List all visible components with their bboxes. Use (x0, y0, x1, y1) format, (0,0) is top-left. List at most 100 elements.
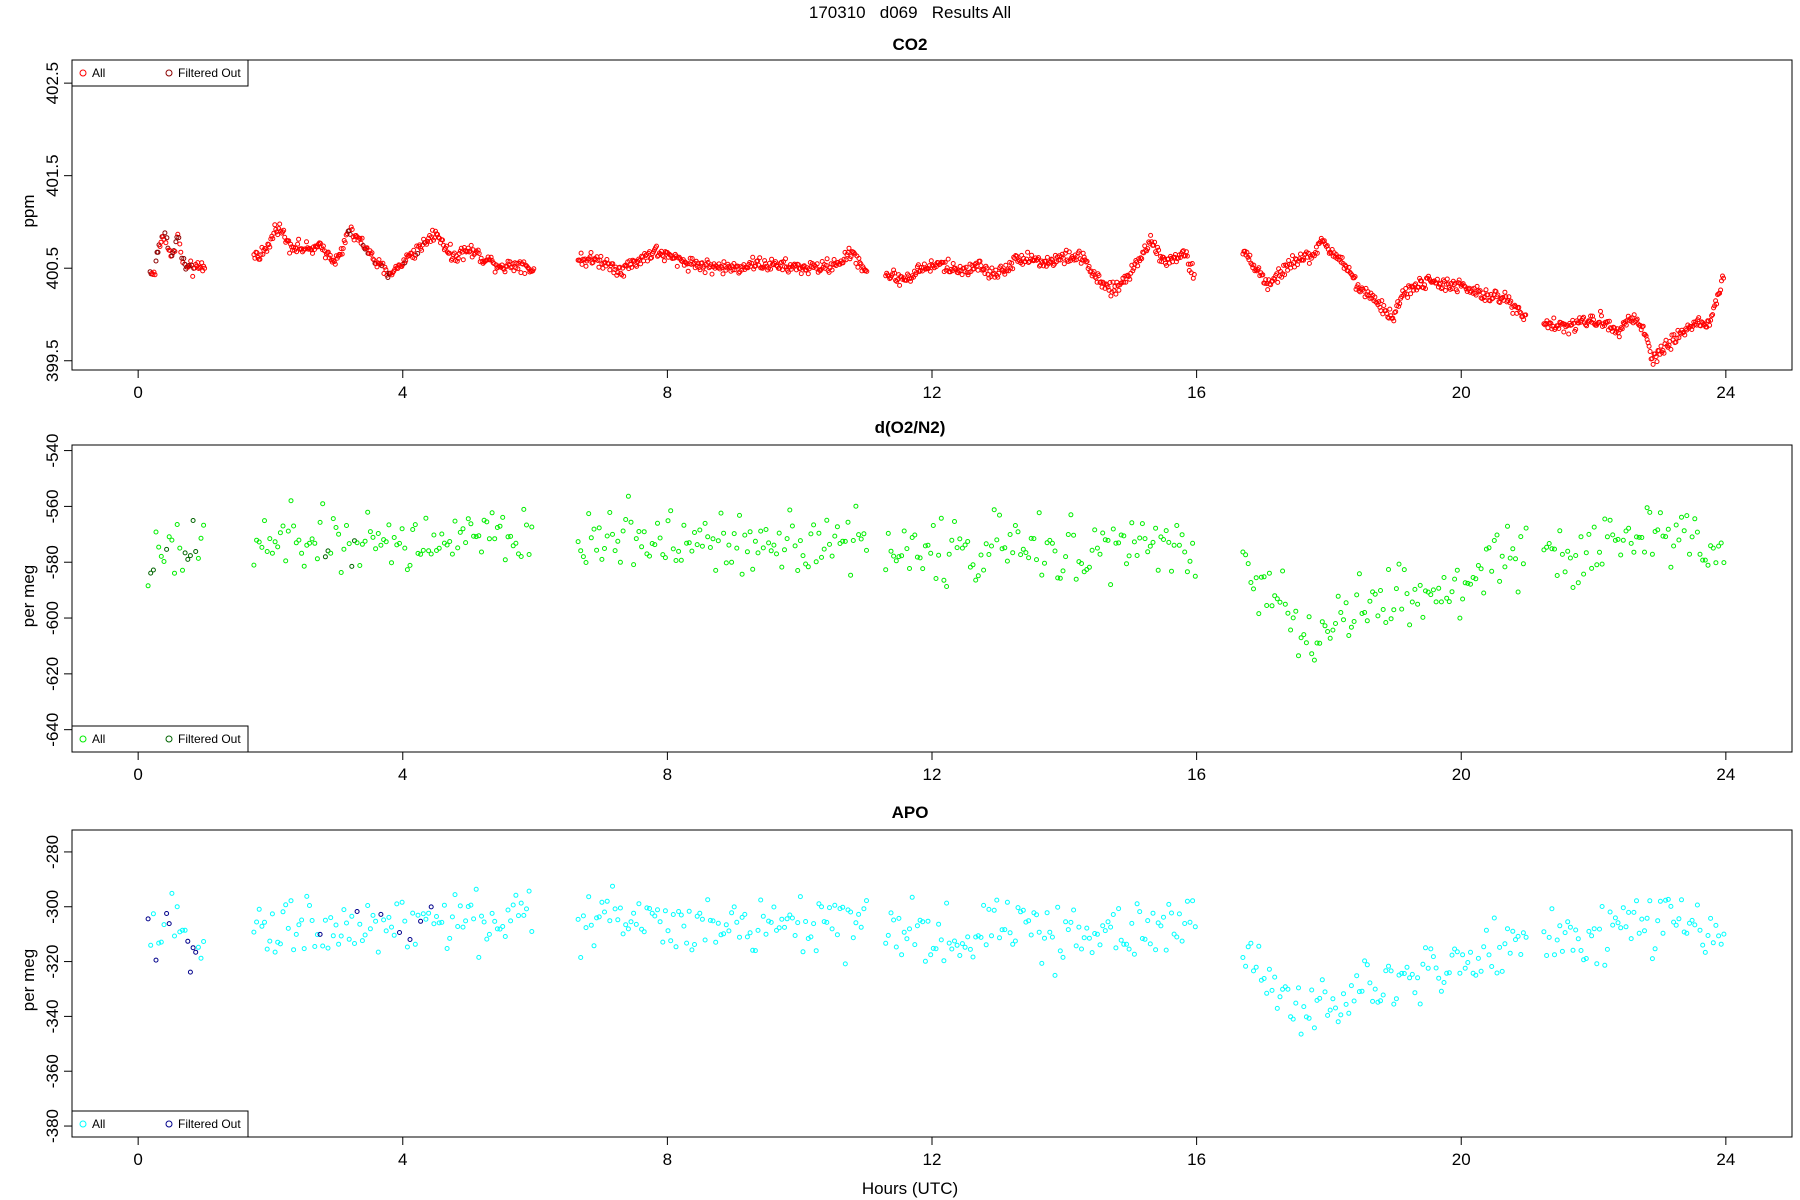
co2-data-point (1611, 325, 1617, 331)
o2n2-data-point (346, 541, 352, 547)
co2-data-point (1502, 289, 1508, 295)
o2n2-data-point (997, 512, 1002, 518)
apo-data-point (1190, 898, 1196, 904)
o2n2-data-point (1285, 610, 1291, 616)
o2n2-data-point (1071, 532, 1077, 538)
co2-data-point (1290, 253, 1295, 259)
apo-data-point (1639, 916, 1645, 922)
apo-data-point (293, 931, 299, 937)
co2-data-point (1423, 286, 1428, 292)
o2n2-data-point (1102, 537, 1108, 543)
o2n2-data-point (1010, 550, 1016, 556)
apo-data-point (1356, 989, 1362, 995)
o2n2-data-point (1505, 523, 1510, 529)
apo-data-point (1298, 1031, 1304, 1037)
co2-data-point (1508, 298, 1514, 304)
o2n2-data-point (1105, 537, 1111, 543)
o2n2-data-point (742, 532, 748, 538)
co2-y-axis-label: ppm (19, 194, 38, 227)
co2-data-point (1377, 304, 1383, 310)
co2-data-point (349, 227, 355, 232)
co2-data-point (855, 264, 861, 270)
co2-data-point (296, 236, 302, 242)
o2n2-data-point (166, 534, 172, 540)
apo-data-point (404, 944, 410, 950)
apo-data-point (1097, 942, 1103, 948)
co2-y-tick-label: 401.5 (43, 154, 62, 197)
apo-data-point (771, 904, 777, 910)
apo-data-point (150, 911, 156, 917)
o2n2-data-point (1370, 589, 1376, 595)
apo-data-point (713, 939, 719, 945)
apo-data-point (1486, 952, 1492, 958)
apo-legend-label: Filtered Out (178, 1117, 241, 1131)
o2n2-data-point (272, 539, 278, 545)
o2n2-data-point (505, 534, 511, 540)
o2n2-data-point (1562, 569, 1568, 575)
o2n2-data-point (333, 525, 339, 530)
o2n2-data-point (907, 566, 912, 571)
apo-data-point (1615, 920, 1621, 926)
o2n2-data-point (1620, 537, 1626, 543)
apo-data-point (1649, 956, 1655, 962)
co2-data-point (1256, 265, 1262, 271)
apo-data-point (1497, 944, 1503, 950)
o2n2-data-point (359, 541, 365, 547)
apo-data-point (410, 910, 416, 916)
o2n2-data-point (1657, 510, 1663, 516)
apo-data-point (174, 904, 180, 910)
o2n2-data-point (1489, 568, 1495, 574)
o2n2-data-point (1499, 553, 1505, 559)
apo-data-point (899, 952, 905, 958)
co2-data-point (1661, 350, 1667, 356)
apo-data-point (819, 904, 824, 910)
apo-data-point (1716, 933, 1722, 939)
o2n2-data-point (644, 551, 650, 557)
o2n2-data-point (665, 518, 671, 524)
o2n2-data-point (1409, 599, 1415, 605)
apo-data-point (1457, 970, 1463, 976)
o2n2-data-point (713, 567, 719, 573)
apo-data-point (1010, 941, 1016, 947)
o2n2-data-point (1343, 600, 1349, 606)
apo-data-point (689, 947, 695, 953)
o2n2-data-point (1269, 603, 1275, 609)
co2-data-point (1412, 282, 1418, 288)
o2n2-data-point (959, 545, 965, 551)
o2n2-data-point (689, 548, 695, 554)
apo-data-point (272, 949, 278, 955)
apo-data-point (254, 919, 260, 925)
apo-data-point (739, 914, 745, 920)
apo-data-point (1124, 941, 1129, 947)
co2-data-point (1049, 257, 1055, 263)
co2-data-point (824, 256, 830, 262)
apo-legend: All Filtered Out (71, 1110, 249, 1138)
co2-data-point (1381, 303, 1387, 308)
apo-data-point (594, 915, 600, 921)
o2n2-data-point (686, 540, 692, 546)
apo-data-point (824, 919, 830, 925)
apo-data-point (1293, 1000, 1299, 1006)
apo-data-point (367, 926, 373, 932)
co2-data-point (202, 265, 208, 271)
o2n2-data-point (734, 545, 740, 551)
apo-data-point (837, 906, 843, 912)
o2n2-data-point (994, 537, 1000, 543)
co2-data-point (1631, 312, 1637, 318)
o2n2-data-point (1502, 564, 1508, 570)
apo-data-point (1169, 910, 1174, 916)
o2n2-data-point (909, 535, 915, 540)
co2-panel-title: CO2 (893, 35, 928, 54)
apo-data-point (352, 941, 357, 946)
co2-data-point (928, 258, 934, 264)
apo-data-point (325, 945, 331, 951)
co2-data-point (443, 243, 449, 249)
co2-data-point (1517, 309, 1523, 315)
apo-data-point (983, 942, 989, 948)
apo-data-point (1663, 897, 1669, 903)
o2n2-data-point (620, 528, 626, 534)
co2-data-point (1145, 246, 1151, 252)
co2-data-point (1658, 343, 1664, 349)
apo-data-point (1570, 947, 1576, 953)
o2n2-data-point (729, 559, 735, 565)
